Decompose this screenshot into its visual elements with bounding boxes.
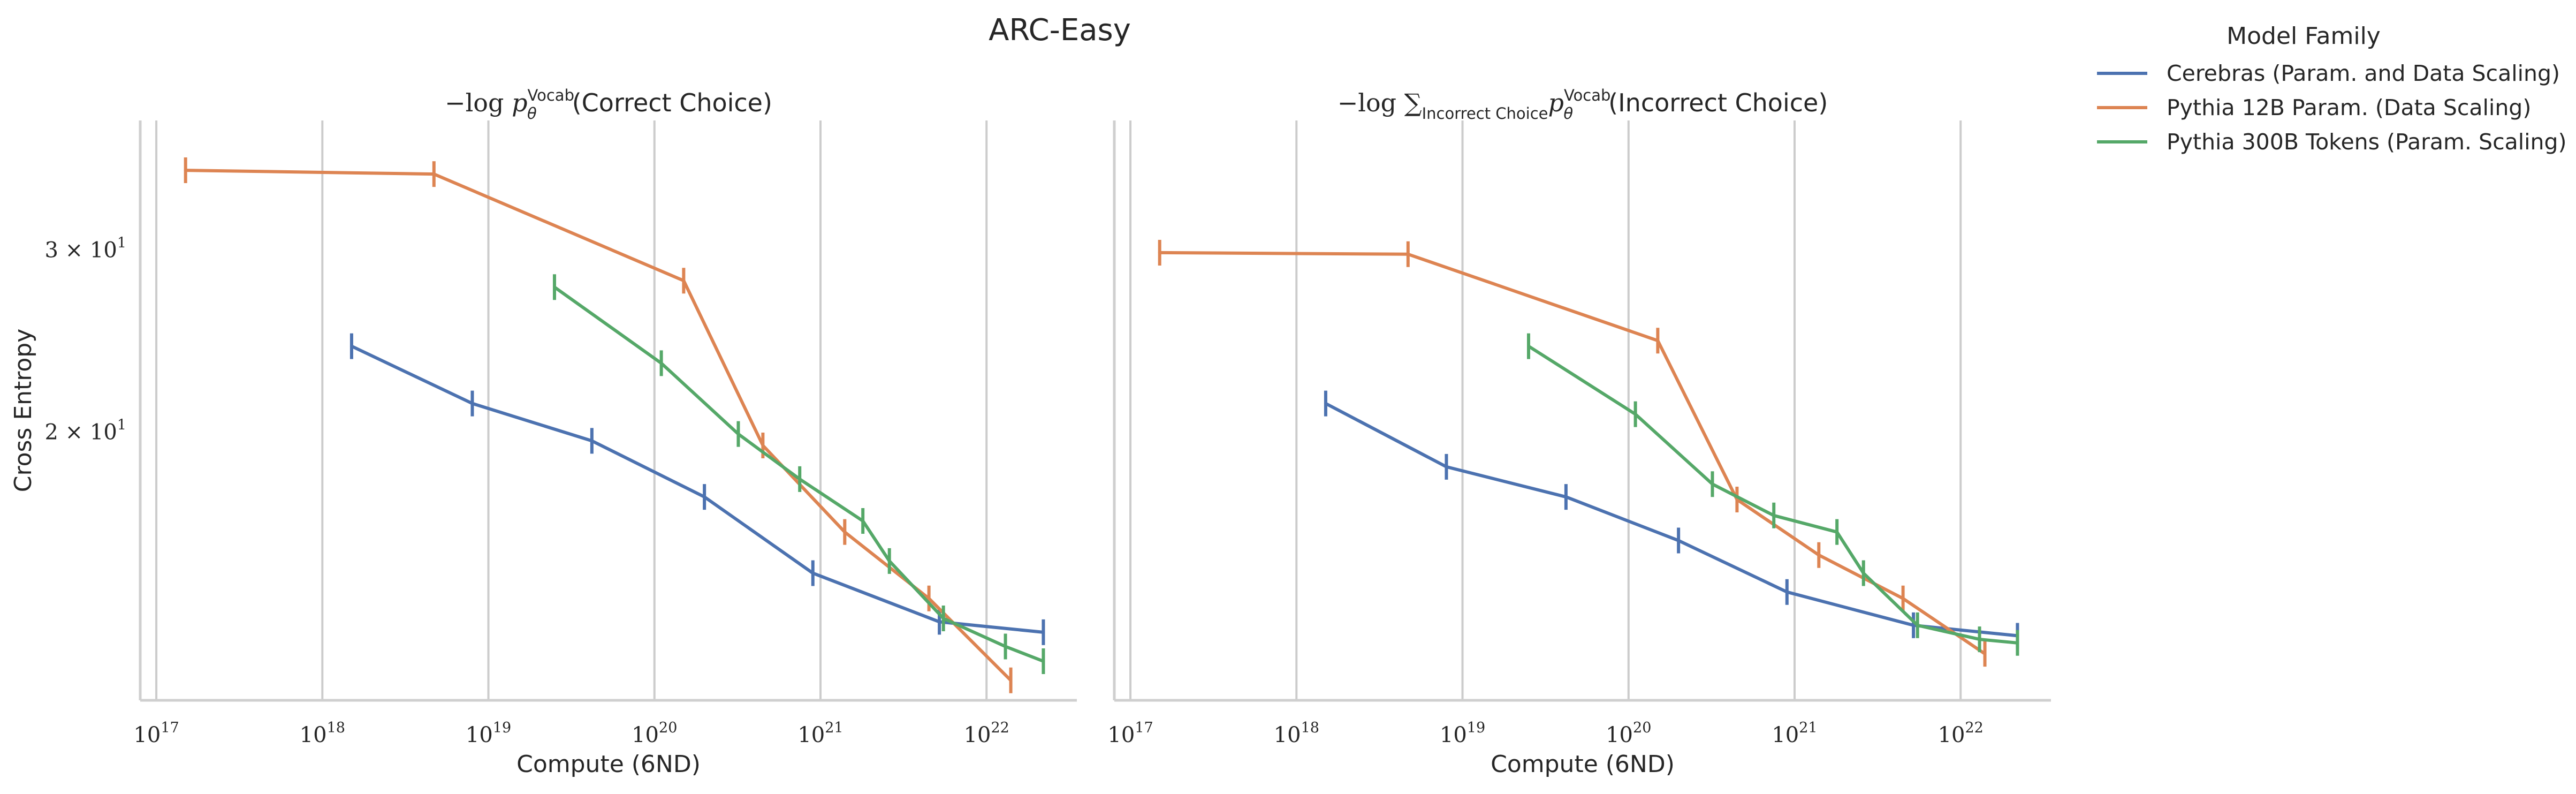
y-axis-label: Cross Entropy — [10, 329, 37, 493]
x-axis-label: Compute (6ND) — [516, 751, 701, 778]
x-tick-label: 1019 — [1440, 720, 1485, 747]
x-tick-label: 1020 — [1606, 720, 1651, 747]
legend-label: Pythia 300B Tokens (Param. Scaling) — [2167, 129, 2567, 155]
legend-title: Model Family — [2227, 22, 2381, 50]
legend-entry: Pythia 300B Tokens (Param. Scaling) — [2097, 129, 2567, 155]
legend-entry: Pythia 12B Param. (Data Scaling) — [2097, 95, 2531, 120]
x-tick-label: 1020 — [632, 720, 677, 747]
x-tick-label: 1021 — [1772, 720, 1817, 747]
legend-label: Cerebras (Param. and Data Scaling) — [2167, 61, 2560, 86]
panel-2: 1017 1018 1019 1020 1021 1022 Compute (6ND) −lo… — [1107, 86, 2051, 778]
legend-label: Pythia 12B Param. (Data Scaling) — [2167, 95, 2531, 120]
panel-1: 1017 1018 1019 1020 1021 1022 3 × 101 2 × 101 Co… — [10, 86, 1077, 778]
y-tick-label: 2 × 101 — [45, 417, 126, 444]
x-tick-label: 1019 — [466, 720, 511, 747]
chart-panels: 1017 1018 1019 1020 1021 1022 3 × 101 2 × 101 Co… — [10, 86, 2051, 778]
x-axis-label: Compute (6ND) — [1491, 751, 1675, 778]
y-tick-label: 3 × 101 — [45, 235, 126, 262]
series-line-2 — [184, 169, 1013, 682]
series-line-2 — [1158, 251, 1987, 656]
series-line-3 — [1527, 344, 2019, 645]
x-tick-label: 1021 — [797, 720, 843, 747]
panel-title: −log pVocab θ (Correct Choice) — [445, 86, 772, 123]
x-tick-label: 1017 — [133, 720, 179, 747]
series-line-1 — [1324, 402, 2019, 638]
panel-title: −log ∑Incorrect ChoicepVocab θ (Incorrect … — [1338, 86, 1828, 123]
legend-entry: Cerebras (Param. and Data Scaling) — [2097, 61, 2560, 86]
chart-title: ARC-Easy — [989, 13, 1131, 48]
x-tick-label: 1022 — [964, 720, 1009, 747]
x-tick-label: 1018 — [300, 720, 345, 747]
series-line-1 — [349, 344, 1045, 634]
x-tick-label: 1022 — [1938, 720, 1984, 747]
x-tick-label: 1017 — [1107, 720, 1153, 747]
legend: Model Family Cerebras (Param. and Data Sc… — [2097, 22, 2567, 155]
x-tick-label: 1018 — [1274, 720, 1319, 747]
